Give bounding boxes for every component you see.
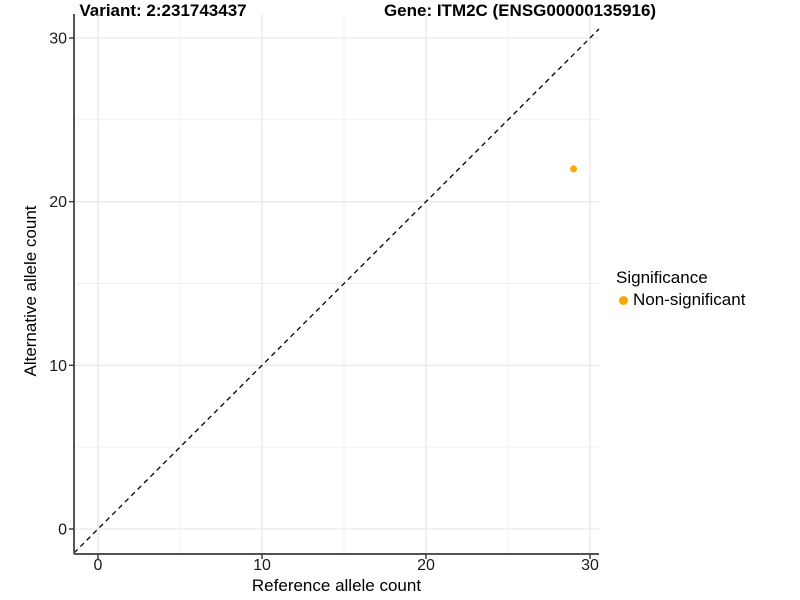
x-axis-title: Reference allele count xyxy=(251,576,422,595)
legend: Significance Non-significant xyxy=(616,268,745,310)
x-tick-label: 0 xyxy=(94,557,103,574)
y-tick-label: 10 xyxy=(49,358,67,375)
y-tick-label: 30 xyxy=(49,30,67,47)
y-tick-label: 0 xyxy=(58,522,67,539)
legend-entry-label: Non-significant xyxy=(633,290,746,309)
legend-entry: Non-significant xyxy=(616,290,745,310)
legend-point-icon xyxy=(619,295,628,305)
x-tick-label: 10 xyxy=(253,557,271,574)
data-point xyxy=(570,165,578,173)
y-axis-title: Alternative allele count xyxy=(21,205,40,377)
x-tick-label: 30 xyxy=(581,557,599,574)
plot-title-gene: Gene: ITM2C (ENSG00000135916) xyxy=(383,1,657,20)
legend-entries: Non-significant xyxy=(616,290,745,310)
identity-reference-line xyxy=(73,28,600,554)
legend-title: Significance xyxy=(616,268,708,287)
plot-title-variant: Variant: 2:231743437 xyxy=(79,1,247,20)
x-tick-label: 20 xyxy=(417,557,435,574)
y-tick-label: 20 xyxy=(49,194,67,211)
